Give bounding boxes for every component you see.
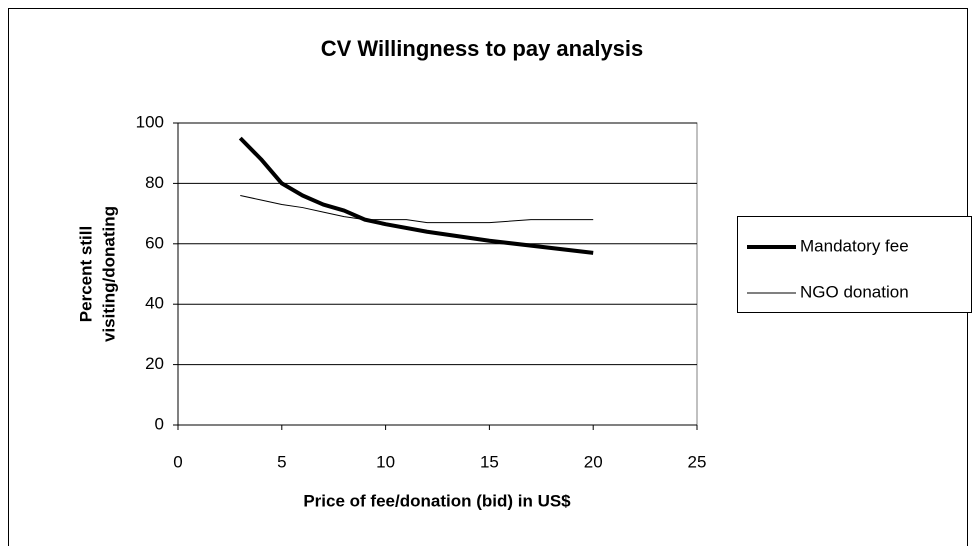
x-tick-label: 0 xyxy=(173,452,182,471)
y-tick-label: 0 xyxy=(155,414,164,433)
x-tick-label: 25 xyxy=(688,452,707,471)
x-tick-label: 5 xyxy=(277,452,286,471)
chart-title: CV Willingness to pay analysis xyxy=(321,36,644,61)
legend-label: Mandatory fee xyxy=(800,236,909,255)
x-tick-label: 15 xyxy=(480,452,499,471)
y-tick-label: 20 xyxy=(145,354,164,373)
y-axis-label: visiting/donating xyxy=(99,206,118,342)
legend-box xyxy=(737,216,972,313)
x-tick-label: 10 xyxy=(376,452,395,471)
y-tick-label: 40 xyxy=(145,294,164,313)
y-axis-label: Percent still xyxy=(76,226,95,322)
x-axis-label: Price of fee/donation (bid) in US$ xyxy=(303,491,571,510)
plot-area xyxy=(177,122,698,426)
x-tick-label: 20 xyxy=(584,452,603,471)
legend-label: NGO donation xyxy=(800,282,909,301)
data-line xyxy=(240,194,594,224)
y-tick-label: 60 xyxy=(145,233,164,252)
data-line xyxy=(238,136,594,255)
y-tick-label: 80 xyxy=(145,173,164,192)
y-tick-label: 100 xyxy=(136,112,164,131)
